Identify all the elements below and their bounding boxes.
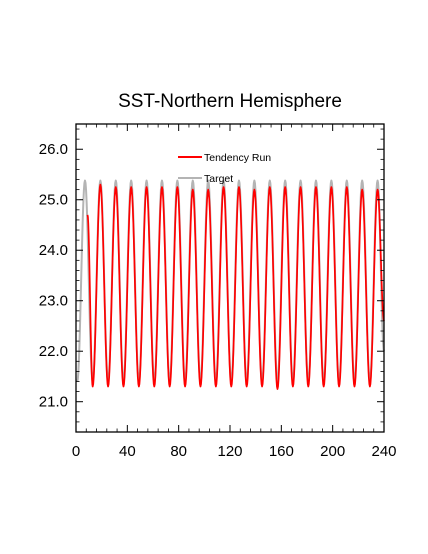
y-tick-label: 22.0: [39, 343, 68, 360]
legend-label-target: Target: [204, 173, 233, 185]
x-tick-label: 120: [217, 443, 242, 460]
chart-title: SST-Northern Hemisphere: [118, 91, 342, 112]
x-tick-label: 200: [320, 443, 345, 460]
y-tick-label: 26.0: [39, 141, 68, 158]
legend: Tendency Run Target: [178, 152, 271, 185]
y-tick-label: 25.0: [39, 192, 68, 209]
plot-frame: [75, 123, 385, 433]
y-tick-label: 21.0: [39, 394, 68, 411]
x-tick-label: 80: [170, 443, 187, 460]
y-tick-label: 23.0: [39, 293, 68, 310]
series-layer: [76, 179, 385, 390]
legend-label-tendency-run: Tendency Run: [204, 152, 271, 164]
x-tick-label: 240: [371, 443, 396, 460]
x-tick-label: 160: [269, 443, 294, 460]
series-line-tendency-run: [86, 183, 385, 390]
x-tick-label: 0: [72, 443, 80, 460]
y-tick-label: 24.0: [39, 242, 68, 259]
series-line-target: [76, 179, 385, 383]
axes-layer: 0 40 80 120 160 200 240 21.0 22.0 23.0 24.0 25.0 26.…: [39, 123, 397, 460]
x-tick-label: 40: [119, 443, 136, 460]
